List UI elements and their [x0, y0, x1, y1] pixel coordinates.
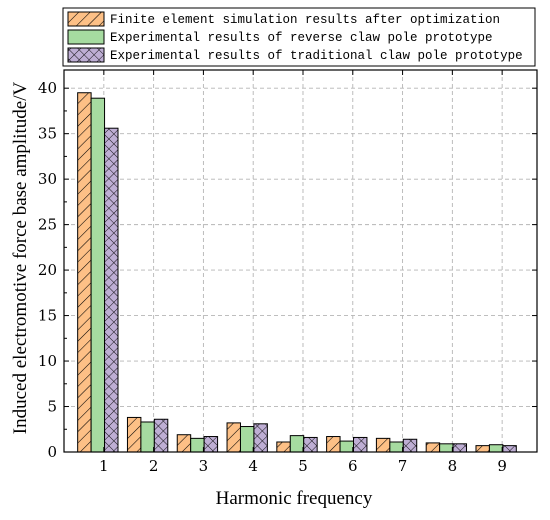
- y-tick-label: 0: [47, 443, 57, 461]
- bar-series-2: [439, 443, 454, 453]
- x-tick-label: 3: [199, 457, 209, 475]
- grid-lines: [64, 70, 537, 452]
- legend-swatch: [67, 29, 105, 45]
- bar-series-3: [452, 443, 468, 453]
- bar-series-1: [425, 442, 441, 453]
- y-tick-label: 20: [38, 261, 57, 279]
- x-tick-label: 8: [448, 457, 458, 475]
- bar-series-1: [77, 92, 92, 453]
- x-tick-label: 4: [248, 457, 258, 475]
- bar-series-3: [253, 423, 268, 453]
- legend-swatch: [67, 11, 105, 27]
- axis-ticks: [64, 70, 537, 453]
- bar-series-2: [90, 97, 106, 453]
- y-tick-label: 35: [38, 125, 57, 143]
- x-tick-label: 1: [99, 457, 109, 475]
- bar-series-1: [326, 436, 341, 453]
- y-tick-label: 10: [38, 352, 57, 370]
- y-tick-label: 25: [38, 216, 57, 234]
- bar-series-2: [389, 441, 404, 453]
- legend-label: Experimental results of reverse claw pol…: [110, 31, 493, 45]
- x-tick-label: 2: [149, 457, 159, 475]
- legend: Finite element simulation results after …: [62, 7, 536, 67]
- x-tick-label: 5: [298, 457, 308, 475]
- bar-series-1: [276, 441, 291, 453]
- bar-series-1: [176, 434, 192, 453]
- y-tick-label: 15: [38, 307, 57, 325]
- bar-series-2: [289, 435, 305, 453]
- x-tick-label: 6: [348, 457, 358, 475]
- y-tick-labels: 0 5 10 15 20 25 30 35 40: [38, 79, 57, 461]
- x-tick-labels: 1 2 3 4 5 6 7 8 9: [99, 457, 507, 475]
- bar-series-2: [239, 426, 255, 453]
- y-tick-label: 40: [38, 79, 57, 97]
- bar-series-3: [402, 438, 418, 453]
- x-tick-label: 9: [497, 457, 507, 475]
- bar-series-2: [488, 444, 504, 453]
- y-tick-label: 5: [47, 398, 57, 416]
- bar-series-3: [104, 127, 119, 453]
- plot-area-frame: [63, 69, 538, 453]
- bar-series-1: [475, 445, 490, 453]
- y-axis-title: Induced electromotive force base amplitu…: [10, 82, 31, 435]
- y-tick-label: 30: [38, 170, 57, 188]
- bar-series-1: [126, 416, 142, 453]
- legend-swatch: [67, 47, 105, 63]
- legend-box: [62, 7, 536, 67]
- x-tick-label: 7: [398, 457, 408, 475]
- bar-series-2: [339, 440, 355, 453]
- bar-series-3: [353, 436, 368, 453]
- bars: [77, 92, 517, 453]
- bar-series-3: [502, 445, 517, 453]
- legend-label: Finite element simulation results after …: [110, 13, 500, 27]
- bar-series-3: [153, 418, 169, 453]
- bar-series-3: [303, 436, 318, 453]
- x-axis-title: Harmonic frequency: [216, 488, 373, 509]
- bar-series-2: [140, 421, 155, 453]
- bar-series-1: [226, 422, 241, 453]
- bar-series-2: [190, 437, 205, 453]
- legend-label: Experimental results of traditional claw…: [110, 49, 523, 63]
- bar-series-3: [203, 436, 219, 453]
- bar-series-1: [375, 437, 391, 453]
